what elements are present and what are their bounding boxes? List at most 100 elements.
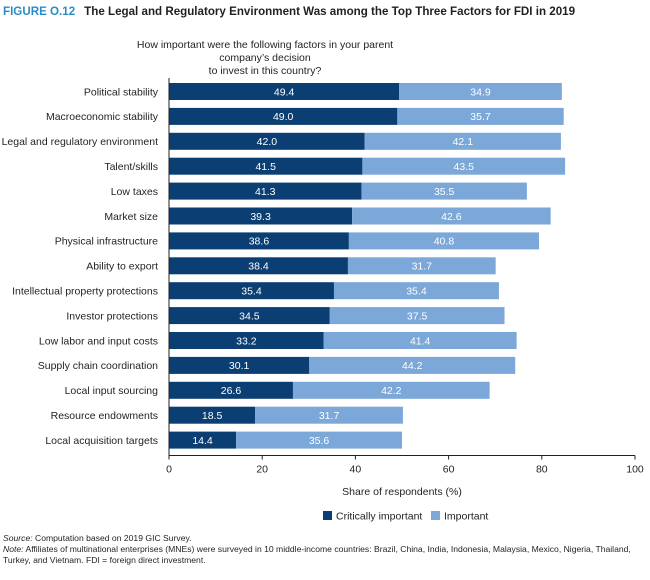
data-label-critically-important: 34.5 bbox=[239, 310, 260, 322]
x-axis-title: Share of respondents (%) bbox=[342, 486, 462, 498]
category-label: Ability to export bbox=[86, 261, 158, 273]
legend-label-important: Important bbox=[444, 511, 488, 523]
stacked-bar-chart: Political stability 49.4 34.9 Macroeconomic… bbox=[2, 78, 644, 523]
bar-critically-important bbox=[169, 132, 365, 150]
bar-critically-important bbox=[169, 406, 256, 424]
bar-critically-important bbox=[169, 207, 353, 225]
category-label: Supply chain coordination bbox=[38, 360, 158, 372]
note-text-block: Note: Affiliates of multinational enterp… bbox=[3, 544, 647, 566]
chart-title-line-2: to invest in this country? bbox=[208, 65, 322, 77]
category-label: Local acquisition targets bbox=[45, 435, 158, 447]
bar-important bbox=[399, 83, 562, 100]
bar-critically-important bbox=[169, 307, 330, 325]
category-label: Local input sourcing bbox=[65, 385, 159, 397]
data-label-critically-important: 35.4 bbox=[241, 286, 262, 298]
data-label-important: 35.7 bbox=[470, 111, 491, 123]
data-label-important: 41.4 bbox=[410, 335, 431, 347]
category-label: Investor protections bbox=[66, 310, 158, 322]
category-label: Resource endowments bbox=[51, 410, 158, 422]
data-label-important: 40.8 bbox=[434, 236, 455, 248]
data-label-critically-important: 26.6 bbox=[221, 385, 242, 397]
category-label: Low taxes bbox=[111, 186, 158, 198]
bar-critically-important bbox=[169, 182, 362, 200]
data-label-critically-important: 41.3 bbox=[255, 186, 276, 198]
x-tick-label: 40 bbox=[350, 464, 362, 476]
data-label-important: 44.2 bbox=[402, 360, 423, 372]
bar-important bbox=[348, 232, 540, 250]
data-label-critically-important: 14.4 bbox=[192, 435, 213, 447]
bar-critically-important bbox=[169, 83, 400, 100]
x-tick-label: 0 bbox=[166, 464, 172, 476]
category-label: Talent/skills bbox=[104, 161, 158, 173]
note-text: Affiliates of multinational enterprises … bbox=[3, 544, 631, 565]
bar-important bbox=[329, 307, 505, 325]
legend-label-critically-important: Critically important bbox=[336, 511, 422, 523]
category-label: Low labor and input costs bbox=[39, 335, 158, 347]
x-tick-label: 80 bbox=[536, 464, 548, 476]
bar-important bbox=[236, 431, 402, 449]
data-label-critically-important: 39.3 bbox=[250, 211, 271, 223]
legend-swatch-important bbox=[431, 511, 440, 520]
bar-important bbox=[347, 257, 496, 275]
note-label: Note: bbox=[3, 544, 24, 554]
data-label-important: 35.4 bbox=[406, 286, 427, 298]
bar-critically-important bbox=[169, 332, 324, 349]
data-label-critically-important: 41.5 bbox=[255, 161, 276, 173]
bar-important bbox=[255, 406, 403, 424]
category-label: Political stability bbox=[84, 86, 159, 98]
bar-critically-important bbox=[169, 356, 310, 374]
bar-critically-important bbox=[169, 257, 348, 275]
bar-important bbox=[362, 157, 566, 175]
data-label-important: 31.7 bbox=[319, 410, 340, 422]
data-label-important: 43.5 bbox=[454, 161, 475, 173]
data-label-critically-important: 49.4 bbox=[274, 86, 295, 98]
x-tick-label: 100 bbox=[626, 464, 644, 476]
figure-header: FIGURE O.12 The Legal and Regulatory Envi… bbox=[3, 5, 575, 18]
figure-notes: Source: Computation based on 2019 GIC Su… bbox=[3, 533, 647, 566]
x-tick-label: 60 bbox=[443, 464, 455, 476]
category-label: Market size bbox=[104, 211, 158, 223]
data-label-important: 35.5 bbox=[434, 186, 455, 198]
data-label-critically-important: 18.5 bbox=[202, 410, 223, 422]
bar-important bbox=[361, 182, 527, 200]
figure-title: The Legal and Regulatory Environment Was… bbox=[84, 5, 576, 18]
bar-critically-important bbox=[169, 232, 349, 250]
category-label: Legal and regulatory environment bbox=[2, 136, 159, 148]
data-label-critically-important: 42.0 bbox=[257, 136, 278, 148]
data-label-important: 34.9 bbox=[470, 86, 491, 98]
data-label-critically-important: 38.6 bbox=[249, 236, 270, 248]
source-label: Source: bbox=[3, 533, 33, 543]
category-label: Physical infrastructure bbox=[55, 236, 158, 248]
data-label-important: 42.6 bbox=[441, 211, 462, 223]
data-label-critically-important: 38.4 bbox=[248, 261, 269, 273]
data-label-important: 42.2 bbox=[381, 385, 402, 397]
bar-critically-important bbox=[169, 431, 237, 449]
bar-important bbox=[397, 107, 564, 125]
category-label: Macroeconomic stability bbox=[46, 111, 159, 123]
source-text: Computation based on 2019 GIC Survey. bbox=[32, 533, 192, 543]
legend-swatch-critically-important bbox=[323, 511, 332, 520]
chart-title-line-1: How important were the following factors… bbox=[136, 39, 394, 64]
chart-title: How important were the following factors… bbox=[130, 39, 400, 78]
bar-important bbox=[352, 207, 551, 225]
x-tick-label: 20 bbox=[256, 464, 268, 476]
category-label: Intellectual property protections bbox=[12, 286, 158, 298]
data-label-important: 31.7 bbox=[412, 261, 433, 273]
bar-critically-important bbox=[169, 107, 398, 125]
data-label-important: 35.6 bbox=[309, 435, 330, 447]
bar-critically-important bbox=[169, 282, 334, 300]
source-note: Source: Computation based on 2019 GIC Su… bbox=[3, 533, 647, 544]
data-label-important: 37.5 bbox=[407, 310, 428, 322]
bar-important bbox=[364, 132, 561, 150]
data-label-critically-important: 33.2 bbox=[236, 335, 257, 347]
figure-label: FIGURE O.12 bbox=[3, 5, 76, 18]
bar-important bbox=[323, 332, 517, 349]
bar-important bbox=[292, 381, 490, 399]
data-label-important: 42.1 bbox=[453, 136, 474, 148]
bar-important bbox=[333, 282, 499, 300]
bar-critically-important bbox=[169, 157, 363, 175]
bar-important bbox=[309, 356, 516, 374]
bar-critically-important bbox=[169, 381, 293, 399]
data-label-critically-important: 30.1 bbox=[229, 360, 250, 372]
data-label-critically-important: 49.0 bbox=[273, 111, 294, 123]
